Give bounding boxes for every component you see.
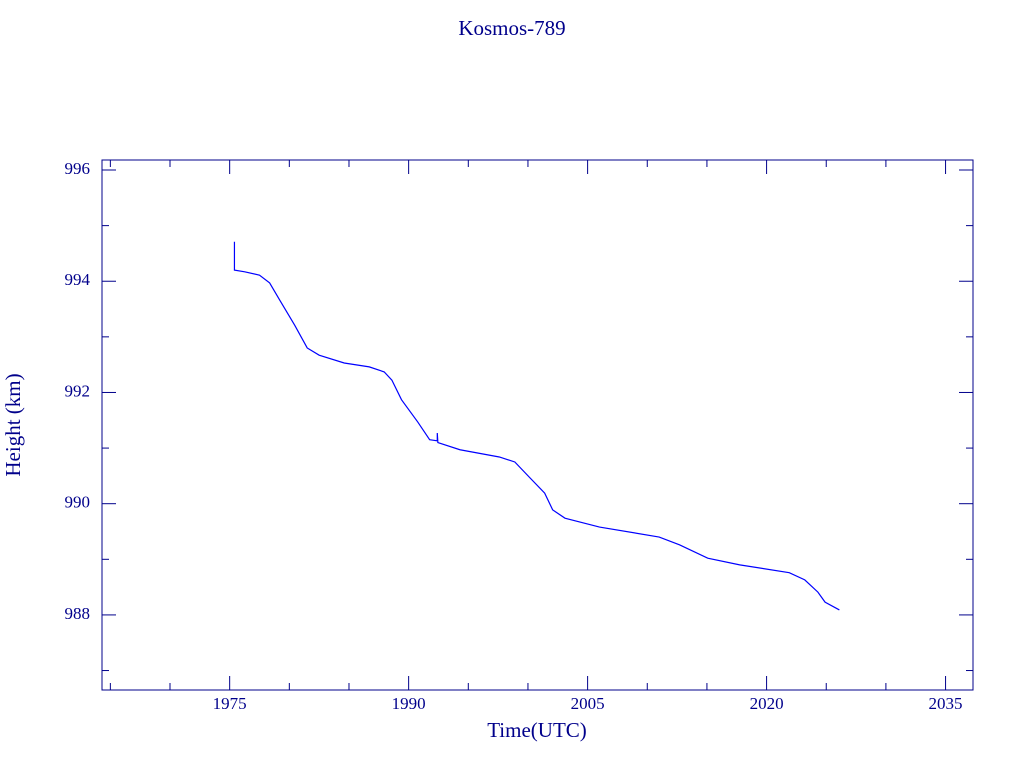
y-tick-label: 992 [65, 381, 91, 400]
x-tick-label: 1990 [392, 694, 426, 713]
x-tick-label: 2035 [929, 694, 963, 713]
x-axis-label: Time(UTC) [487, 718, 587, 742]
y-tick-label: 994 [65, 270, 91, 289]
y-tick-label: 996 [65, 159, 91, 178]
y-tick-label: 990 [65, 493, 91, 512]
y-axis-label: Height (km) [1, 373, 25, 476]
x-tick-label: 2020 [750, 694, 784, 713]
y-tick-label: 988 [65, 604, 91, 623]
plot-frame [101, 159, 974, 691]
chart-title: Kosmos-789 [458, 16, 565, 40]
x-tick-label: 2005 [571, 694, 605, 713]
x-tick-label: 1975 [213, 694, 247, 713]
data-line [233, 241, 840, 611]
